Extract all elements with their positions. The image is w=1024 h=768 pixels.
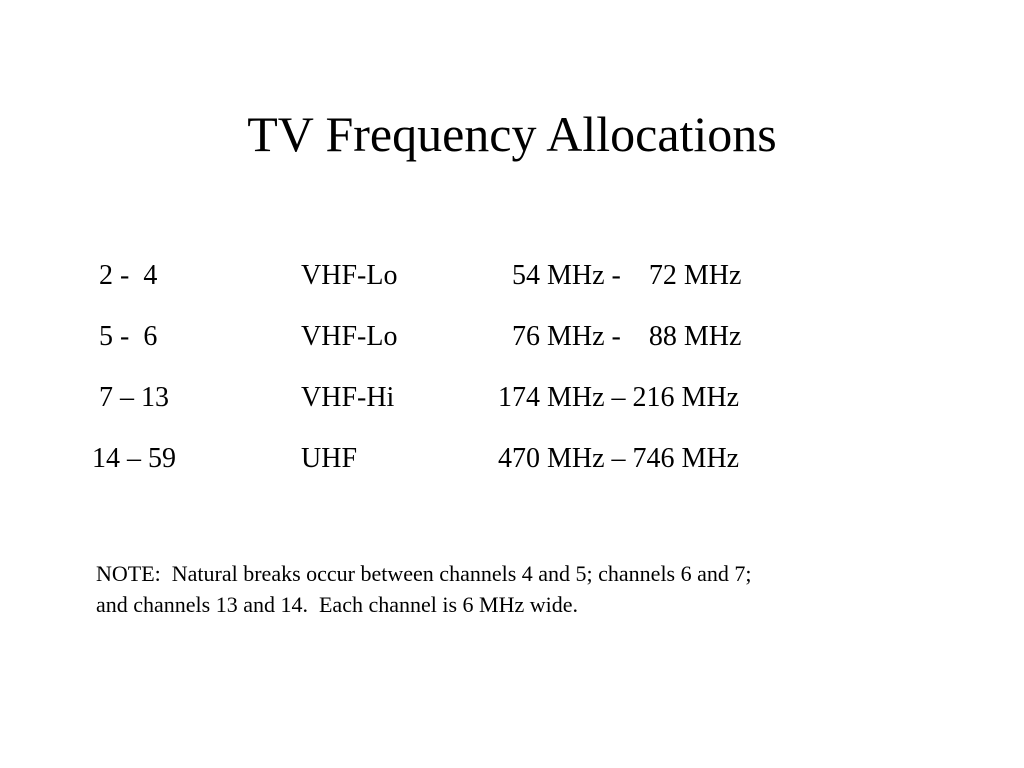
frequency-range: 470 MHz – 746 MHz <box>498 443 740 474</box>
note-text: NOTE: Natural breaks occur between chann… <box>96 558 916 620</box>
slide-title: TV Frequency Allocations <box>247 106 777 162</box>
band-name: VHF-Lo <box>301 321 398 352</box>
frequency-row: 5 - 6 VHF-Lo 76 MHz - 88 MHz <box>0 315 1024 359</box>
channel-range: 14 – 59 <box>92 443 176 474</box>
band-name: UHF <box>301 443 358 474</box>
frequency-row: 7 – 13 VHF-Hi 174 MHz – 216 MHz <box>0 376 1024 420</box>
channel-range: 5 - 6 <box>92 321 158 352</box>
note-line-1: NOTE: Natural breaks occur between chann… <box>96 561 752 586</box>
band-name: VHF-Hi <box>301 382 395 413</box>
channel-range: 2 - 4 <box>92 260 158 291</box>
frequency-row: 2 - 4 VHF-Lo 54 MHz - 72 MHz <box>0 254 1024 298</box>
frequency-range: 76 MHz - 88 MHz <box>498 321 742 352</box>
frequency-row: 14 – 59 UHF 470 MHz – 746 MHz <box>0 437 1024 481</box>
frequency-range: 54 MHz - 72 MHz <box>498 260 742 291</box>
band-name: VHF-Lo <box>301 260 398 291</box>
frequency-range: 174 MHz – 216 MHz <box>498 382 740 413</box>
frequency-table: 2 - 4 VHF-Lo 54 MHz - 72 MHz 5 - 6 VHF-L… <box>0 250 1024 490</box>
channel-range: 7 – 13 <box>92 382 169 413</box>
note-line-2: and channels 13 and 14. Each channel is … <box>96 592 579 617</box>
